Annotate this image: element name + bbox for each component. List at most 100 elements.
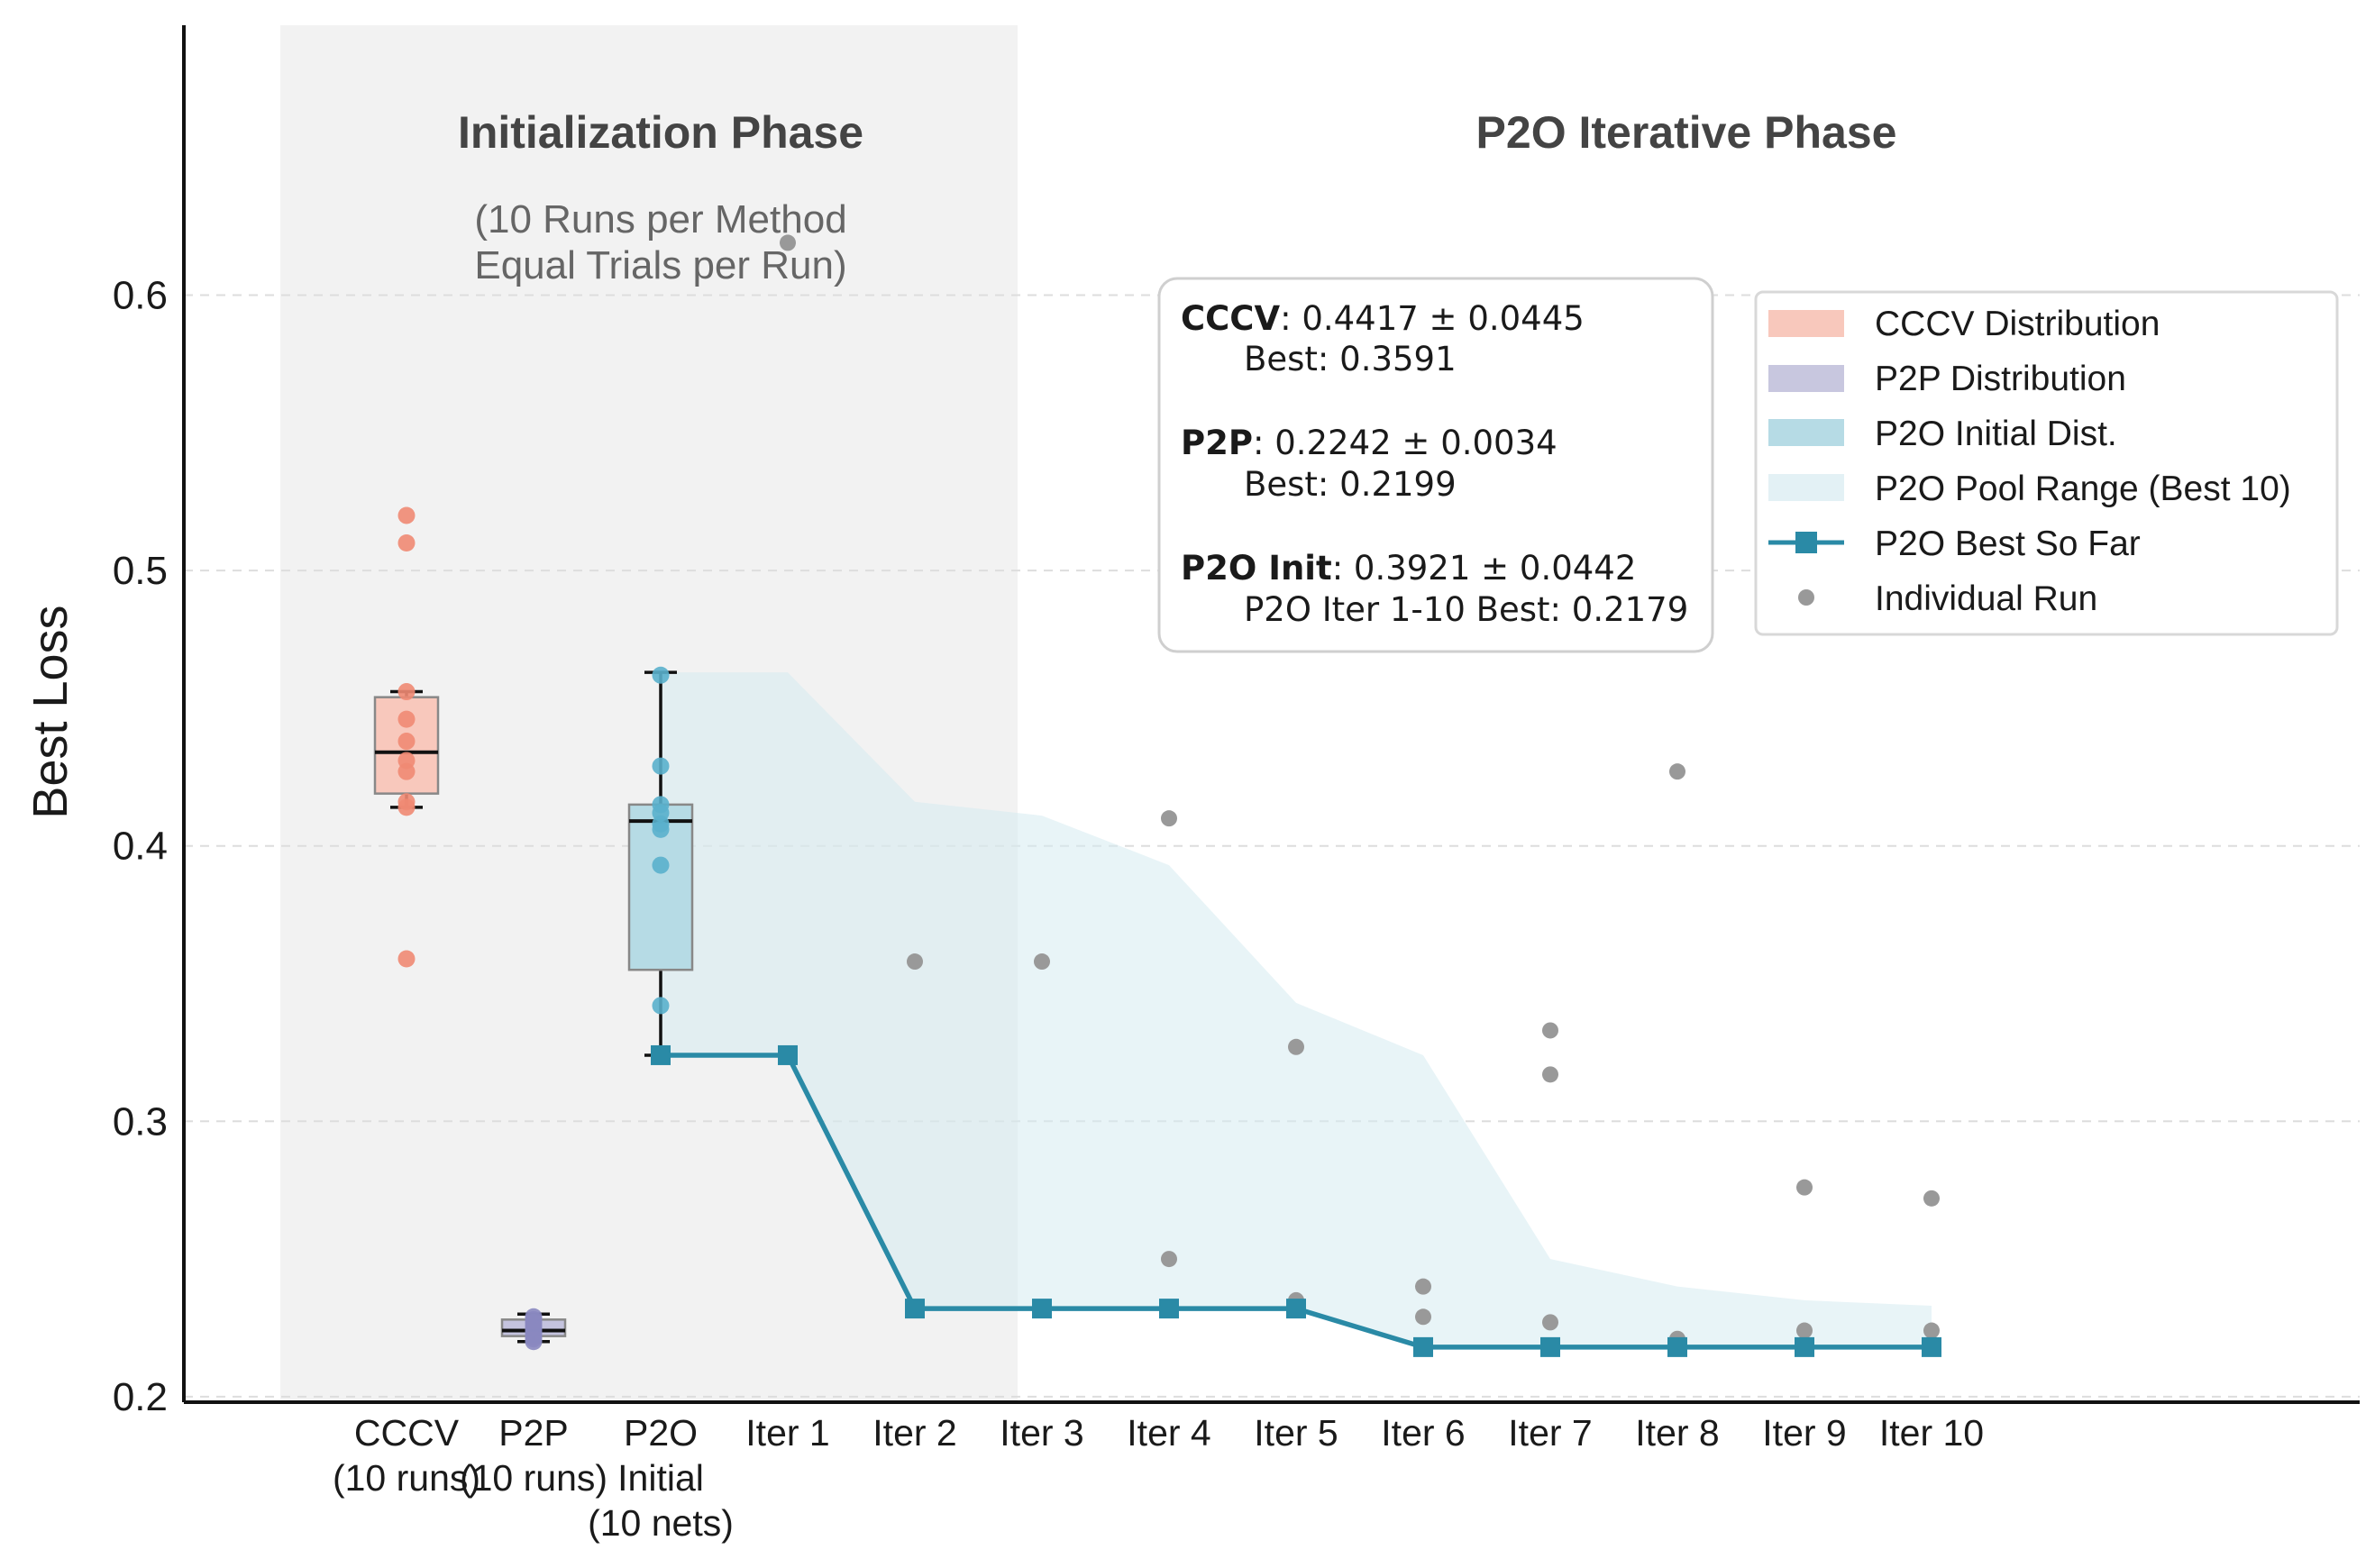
x-tick-label-line: Iter 7	[1508, 1412, 1592, 1454]
best-so-far-marker	[778, 1044, 798, 1065]
x-tick-label-line: Iter 1	[745, 1412, 829, 1454]
stats-cccv-line: CCCV: 0.4417 ± 0.0445	[1181, 299, 1585, 338]
x-tick-label-line: (10 nets)	[588, 1502, 734, 1544]
individual-run-point	[1796, 1179, 1813, 1196]
box-p2o-initial	[627, 666, 694, 1057]
box-point	[397, 710, 416, 728]
iter-phase-title: P2O Iterative Phase	[1476, 107, 1897, 158]
x-tick-label: Iter 1	[745, 1412, 829, 1454]
x-tick-label-line: Iter 9	[1762, 1412, 1846, 1454]
legend-marker-best	[1795, 532, 1817, 553]
stats-p2p-name: P2P	[1181, 424, 1253, 462]
individual-run-point	[1161, 1251, 1177, 1268]
stats-p2p-best: Best: 0.2199	[1244, 465, 1457, 504]
stats-cccv-value: : 0.4417 ± 0.0445	[1280, 299, 1585, 338]
box-point	[397, 506, 416, 524]
x-tick-label: CCCV (10 runs)	[333, 1412, 480, 1499]
individual-run-point	[1415, 1308, 1431, 1326]
box-point	[525, 1333, 543, 1351]
stats-p2o-value: : 0.3921 ± 0.0442	[1332, 549, 1637, 588]
pool-range-area	[661, 672, 1932, 1347]
best-so-far-marker	[1413, 1336, 1433, 1357]
individual-run-point	[1796, 1322, 1813, 1339]
stats-cccv-name: CCCV	[1181, 299, 1280, 338]
individual-run-point	[907, 953, 923, 971]
best-so-far-marker	[1667, 1336, 1687, 1357]
x-tick-label: Iter 3	[1000, 1412, 1083, 1454]
individual-run-point	[1923, 1322, 1940, 1339]
box-cccv	[373, 506, 440, 968]
legend-label-pool-range: P2O Pool Range (Best 10)	[1875, 469, 2291, 508]
box-point	[652, 820, 670, 838]
x-tick-label-line: Iter 10	[1879, 1412, 1984, 1454]
individual-run-point	[1288, 1038, 1304, 1055]
legend-label-best: P2O Best So Far	[1875, 524, 2141, 563]
x-tick-label: P2P (10 runs)	[460, 1412, 607, 1499]
stats-box-frame	[1157, 277, 1714, 653]
individual-run-point	[1415, 1278, 1431, 1295]
stats-box: CCCV: 0.4417 ± 0.0445 Best: 0.3591 P2P: …	[1157, 277, 1714, 653]
box-point	[397, 798, 416, 816]
x-tick-label-line: P2O	[624, 1412, 698, 1454]
init-phase-subtitle-2: Equal Trials per Run)	[474, 243, 846, 287]
individual-run-point	[1542, 1066, 1558, 1083]
x-tick-label: Iter 10	[1879, 1412, 1984, 1454]
x-tick-label-line: (10 runs)	[460, 1457, 607, 1499]
init-phase-subtitle-1: (10 Runs per Method	[474, 197, 846, 242]
y-tick-label: 0.5	[113, 549, 168, 593]
legend-frame	[1754, 290, 2339, 636]
x-tick-label-line: Iter 3	[1000, 1412, 1083, 1454]
y-tick-label: 0.4	[113, 825, 168, 869]
box-point	[652, 997, 670, 1015]
stats-p2o-name: P2O Init	[1181, 549, 1332, 588]
best-so-far-marker	[1922, 1336, 1941, 1357]
pool-range-fill	[661, 672, 1932, 1347]
y-tick-label: 0.6	[113, 273, 168, 317]
y-axis-label: Best Loss	[23, 605, 78, 818]
x-tick-label-line: (10 runs)	[333, 1457, 480, 1499]
box-point	[397, 950, 416, 968]
x-tick-label-line: Iter 5	[1254, 1412, 1338, 1454]
stats-p2o-line: P2O Init: 0.3921 ± 0.0442	[1181, 549, 1636, 588]
best-so-far-marker	[1032, 1299, 1052, 1319]
individual-run-point	[1034, 953, 1050, 971]
best-so-far-marker	[1540, 1336, 1560, 1357]
x-tick-label: P2O Initial (10 nets)	[588, 1412, 734, 1544]
best-so-far-marker	[1286, 1299, 1306, 1319]
box-point	[397, 733, 416, 751]
x-tick-label-line: Iter 4	[1127, 1412, 1210, 1454]
box-point	[652, 757, 670, 775]
box-point	[652, 666, 670, 684]
box-point	[397, 683, 416, 701]
legend-label-individual: Individual Run	[1875, 579, 2097, 618]
box-point	[652, 856, 670, 874]
x-tick-label: Iter 2	[872, 1412, 956, 1454]
legend-label-cccv: CCCV Distribution	[1875, 305, 2160, 343]
x-tick-label-line: Iter 8	[1635, 1412, 1719, 1454]
x-tick-label-line: P2P	[498, 1412, 569, 1454]
best-so-far-marker	[1795, 1336, 1814, 1357]
stats-cccv-best: Best: 0.3591	[1244, 340, 1457, 378]
x-tick-label: Iter 6	[1381, 1412, 1465, 1454]
legend-marker-individual	[1798, 589, 1814, 606]
individual-run-point	[1542, 1314, 1558, 1331]
best-so-far-marker	[905, 1299, 925, 1319]
best-so-far-marker	[651, 1044, 671, 1065]
x-tick-label: Iter 4	[1127, 1412, 1210, 1454]
best-so-far-line	[651, 1044, 1941, 1357]
individual-run-point	[1669, 763, 1685, 780]
x-tick-label: Iter 9	[1762, 1412, 1846, 1454]
individual-run-point	[780, 234, 796, 251]
stats-p2o-best: P2O Iter 1-10 Best: 0.2179	[1244, 590, 1688, 629]
individual-run-point	[1542, 1022, 1558, 1039]
legend-label-p2o-init: P2O Initial Dist.	[1875, 415, 2117, 453]
init-phase-title: Initialization Phase	[458, 107, 863, 158]
x-tick-label-line: CCCV	[354, 1412, 460, 1454]
individual-run-point	[1161, 810, 1177, 827]
y-tick-label: 0.3	[113, 1099, 168, 1144]
x-tick-label: Iter 8	[1635, 1412, 1719, 1454]
stats-p2p-value: : 0.2242 ± 0.0034	[1253, 424, 1557, 462]
legend-label-p2p: P2P Distribution	[1875, 360, 2126, 398]
